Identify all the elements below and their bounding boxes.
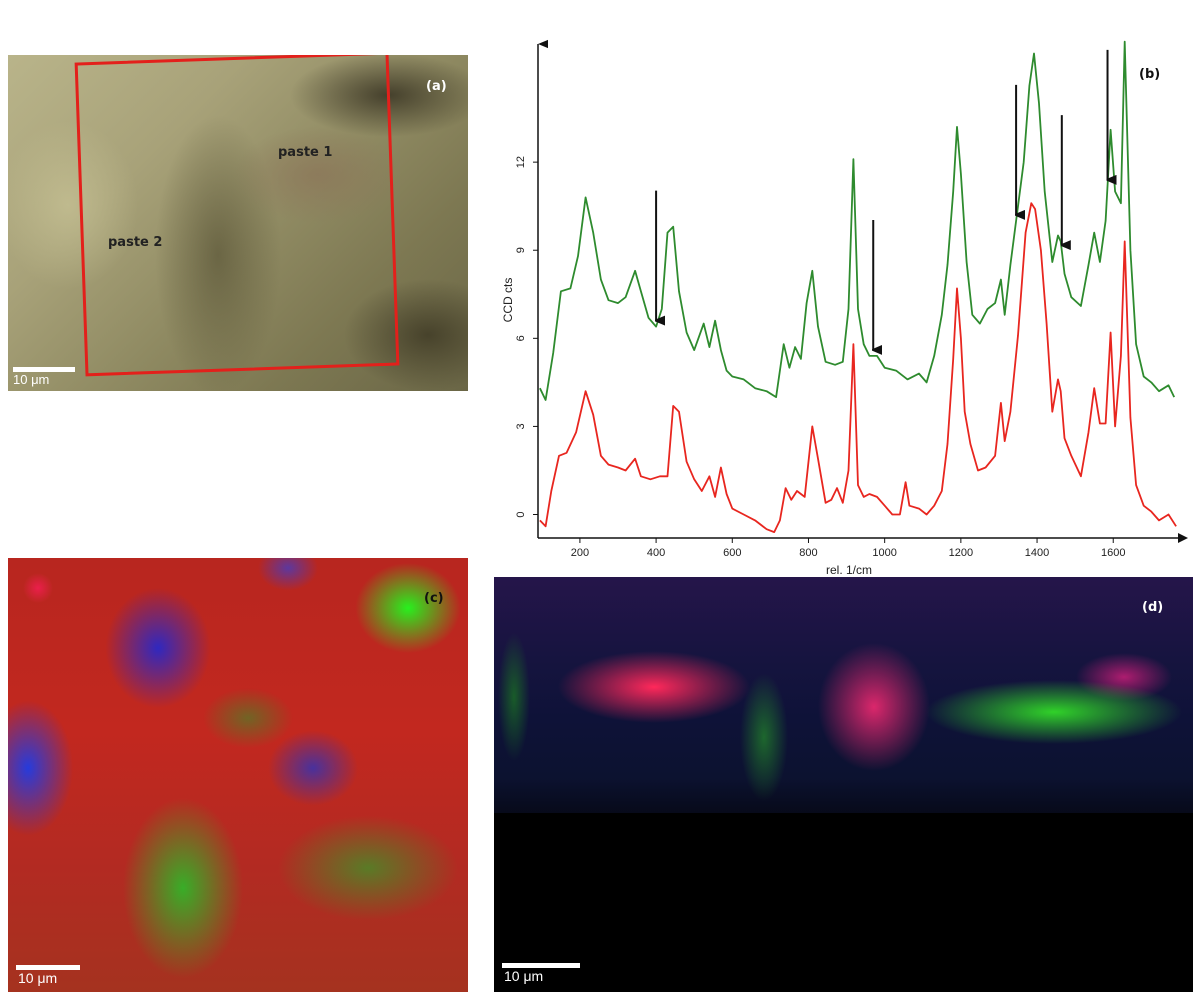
scale-bar-d-label: 10 μm: [504, 968, 544, 984]
x-axis-label: rel. 1/cm: [826, 563, 872, 575]
x-tick-label: 1000: [872, 547, 896, 559]
x-tick-label: 600: [723, 547, 741, 559]
panel-letter-b: (b): [1139, 67, 1160, 82]
x-tick-label: 1200: [949, 547, 973, 559]
spectrum-red-line: [539, 202, 1177, 533]
y-tick-label: 3: [515, 423, 527, 429]
scale-bar-a-label: 10 μm: [13, 372, 50, 387]
x-tick-label: 1600: [1101, 547, 1125, 559]
raman-map-c: (c) 10 μm: [8, 558, 468, 992]
panel-letter-d: (d): [1142, 600, 1164, 615]
y-tick-label: 12: [515, 156, 527, 168]
raman-depth-scan-d: (d) 10 μm: [494, 577, 1193, 992]
raman-spectra-chart: 200 400 600 800 1000 1200 1400 1600 0 3 6 9 12 CCD c…: [494, 0, 1193, 577]
y-tick-label: 0: [515, 511, 527, 517]
scale-bar-a: 10 μm: [13, 367, 75, 387]
spectra-svg: 200 400 600 800 1000 1200 1400 1600 0 3 6 9 12 CCD c…: [501, 0, 1188, 577]
x-tick-label: 800: [799, 547, 817, 559]
x-axis-arrowhead: [1178, 533, 1188, 543]
depth-scan-image: [494, 577, 1193, 813]
x-tick-label: 200: [571, 547, 589, 559]
x-tick-label: 400: [647, 547, 665, 559]
panel-letter-c: (c): [424, 591, 444, 606]
y-tick-label: 9: [515, 247, 527, 253]
panel-letter-a: (a): [426, 79, 447, 94]
optical-micrograph: paste 1 paste 2 (a) 10 μm: [8, 55, 468, 391]
label-paste-2: paste 2: [108, 235, 163, 250]
region-of-interest-box: [74, 55, 400, 377]
y-tick-label: 6: [515, 335, 527, 341]
y-axis-label: CCD cts: [501, 278, 515, 323]
label-paste-1: paste 1: [278, 145, 333, 160]
scale-bar-d: 10 μm: [502, 963, 580, 984]
spectrum-green-line: [539, 40, 1176, 401]
scale-bar-c: 10 μm: [16, 965, 80, 986]
x-tick-label: 1400: [1025, 547, 1049, 559]
scale-bar-c-label: 10 μm: [18, 970, 58, 986]
